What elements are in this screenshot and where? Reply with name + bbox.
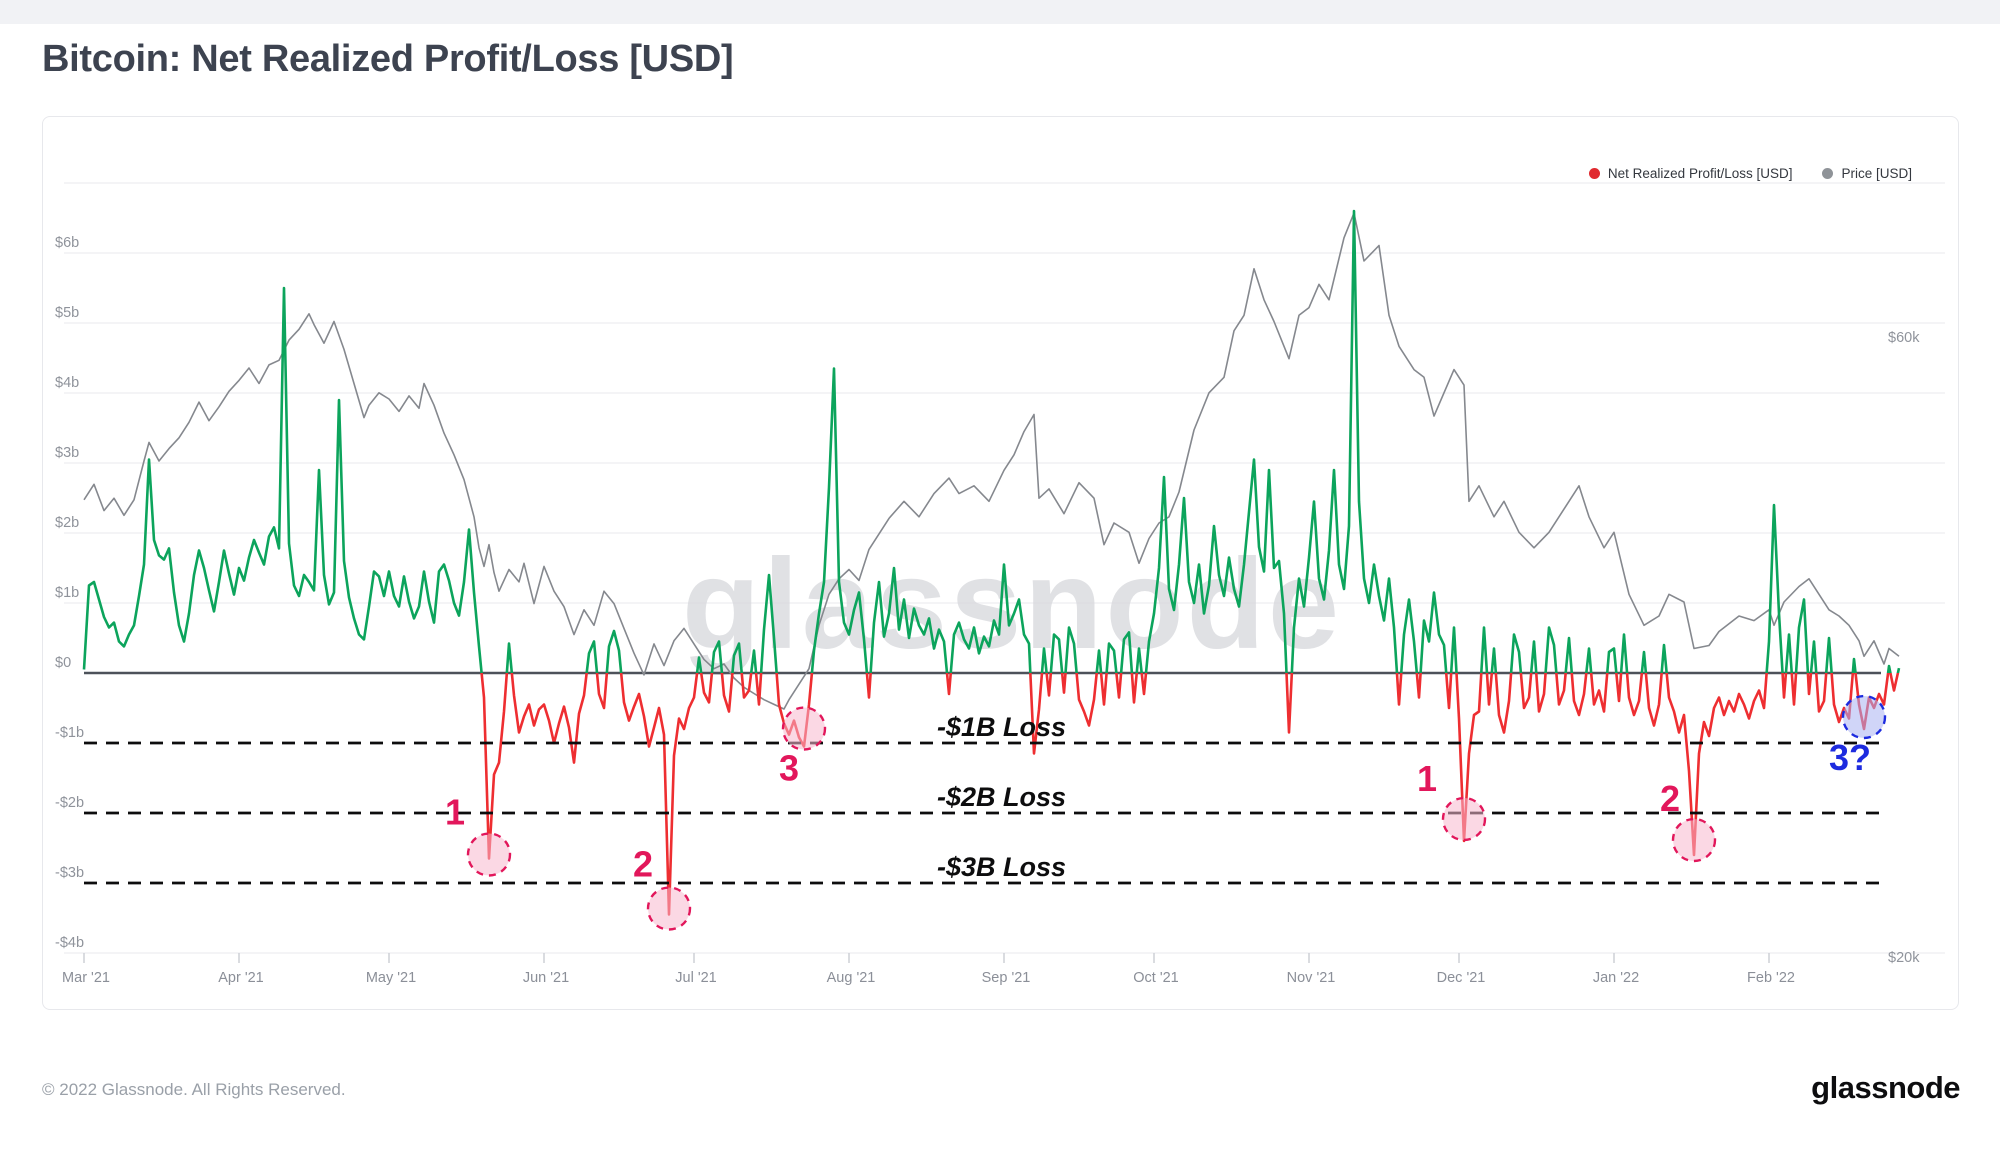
- page-title: Bitcoin: Net Realized Profit/Loss [USD]: [42, 38, 734, 80]
- x-axis-label: Feb '22: [1747, 970, 1795, 986]
- x-axis-label: Oct '21: [1133, 970, 1178, 986]
- y-axis-label-left: -$1b: [55, 725, 84, 741]
- y-axis-label-left: -$3b: [55, 865, 84, 881]
- y-axis-label-left: -$2b: [55, 795, 84, 811]
- chart-legend: Net Realized Profit/Loss [USD] Price [US…: [1588, 166, 1912, 181]
- event-marker-circle: [466, 832, 512, 877]
- event-marker-circle: [1841, 694, 1887, 740]
- loss-threshold-label: -$1B Loss: [937, 712, 1066, 742]
- glassnode-logo: glassnode: [1811, 1070, 1960, 1105]
- event-marker-number: 1: [445, 792, 465, 833]
- event-marker-number: 3: [779, 748, 799, 789]
- event-marker-number: 2: [633, 844, 653, 885]
- y-axis-label-left: $3b: [55, 445, 79, 461]
- y-axis-label-left: $6b: [55, 235, 79, 251]
- legend-label: Net Realized Profit/Loss [USD]: [1607, 166, 1793, 181]
- nrpl-line-negative: [480, 673, 1900, 916]
- x-axis-label: Mar '21: [62, 970, 110, 986]
- y-axis-label-left: $1b: [55, 585, 79, 601]
- event-marker-circle: [646, 886, 692, 931]
- watermark: glassnode: [682, 533, 1342, 676]
- event-marker-circle: [781, 706, 827, 751]
- event-marker-circle: [1671, 817, 1717, 863]
- top-bar: [0, 0, 2000, 24]
- event-marker-circle: [1441, 796, 1487, 842]
- x-axis-label: Jan '22: [1593, 970, 1639, 986]
- copyright-text: © 2022 Glassnode. All Rights Reserved.: [42, 1080, 346, 1099]
- y-axis-label-left: $0: [55, 655, 71, 671]
- x-axis-label: Jul '21: [675, 970, 716, 986]
- x-axis-label: Sep '21: [982, 970, 1031, 986]
- event-marker-number: 1: [1417, 758, 1437, 799]
- y-axis-label-left: $2b: [55, 515, 79, 531]
- legend-label: Price [USD]: [1841, 166, 1912, 181]
- chart-card: [42, 116, 1959, 1010]
- nrpl-line-positive: [82, 209, 1901, 673]
- price-line: [83, 212, 1900, 710]
- legend-dot-gray: [1822, 168, 1834, 179]
- event-marker-number: 2: [1660, 778, 1680, 819]
- y-axis-label-right: $60k: [1888, 330, 1920, 346]
- y-axis-label-right: $20k: [1888, 950, 1920, 966]
- x-axis-label: Dec '21: [1437, 970, 1486, 986]
- x-axis-label: Apr '21: [218, 970, 264, 986]
- y-axis-label-left: $4b: [55, 375, 79, 391]
- x-axis-label: May '21: [366, 970, 416, 986]
- x-axis-label: Aug '21: [827, 970, 876, 986]
- x-axis-label: Jun '21: [523, 970, 569, 986]
- legend-dot-red: [1588, 168, 1600, 179]
- loss-threshold-label: -$2B Loss: [937, 782, 1066, 812]
- y-axis-label-left: -$4b: [55, 935, 84, 951]
- legend-item-nrpl[interactable]: Net Realized Profit/Loss [USD]: [1588, 166, 1793, 181]
- y-axis-label-left: $5b: [55, 305, 79, 321]
- x-axis-label: Nov '21: [1287, 970, 1336, 986]
- legend-item-price[interactable]: Price [USD]: [1822, 166, 1912, 181]
- event-marker-number: 3?: [1829, 737, 1871, 778]
- loss-threshold-label: -$3B Loss: [937, 852, 1066, 882]
